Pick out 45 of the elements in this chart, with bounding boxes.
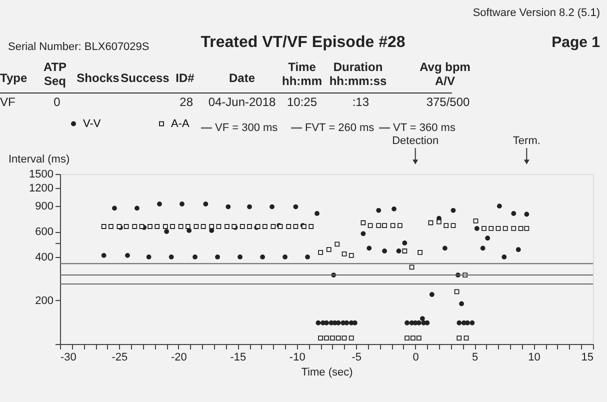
x-tick-label: -5 — [352, 352, 362, 364]
legend-label: FVT = 260 ms — [305, 122, 375, 134]
text: 0 — [54, 95, 61, 109]
legend-label: VT = 360 ms — [393, 122, 456, 134]
text: Type — [0, 71, 28, 85]
text: VF — [0, 95, 16, 109]
text: ID# — [176, 71, 195, 85]
chart-title: Treated VT/VF Episode #28 — [200, 34, 406, 51]
x-tick-label: -10 — [289, 352, 306, 364]
y-tick-label: 900 — [35, 200, 54, 213]
y-tick-label: 1500 — [29, 168, 54, 180]
x-axis-title: Time (sec) — [301, 366, 353, 378]
text: 28 — [180, 95, 194, 109]
legend-label: V-V — [83, 118, 102, 130]
ref-line-label: Detection — [392, 135, 439, 147]
text: ATP Seq — [43, 60, 67, 88]
text: Page 1 — [552, 34, 600, 51]
ref-line-label: Term. — [512, 135, 540, 147]
y-tick-label: 600 — [35, 226, 54, 238]
legend-label: A-A — [171, 118, 190, 130]
x-tick-label: 0 — [412, 352, 419, 364]
text: Avg bpm A/V — [420, 60, 470, 88]
text: Time hh:mm — [282, 60, 322, 88]
text: Success — [120, 71, 170, 85]
text: Shocks — [76, 71, 120, 85]
y-tick-label: 1200 — [29, 182, 54, 195]
x-tick-label: -20 — [170, 352, 187, 364]
x-tick-label: -25 — [112, 352, 128, 364]
text: Serial Number: BLX607029S — [8, 41, 150, 53]
y-tick-label: 200 — [35, 294, 54, 307]
x-tick-label: 15 — [581, 352, 594, 364]
x-tick-label: 5 — [472, 352, 478, 364]
text: 375/500 — [426, 95, 470, 109]
x-tick-label: -30 — [60, 352, 76, 364]
x-tick-label: -15 — [230, 352, 246, 364]
legend-label: VF = 300 ms — [215, 122, 278, 134]
y-axis-title: Interval (ms) — [8, 154, 70, 166]
text: 10:25 — [286, 95, 318, 109]
text: :13 — [352, 95, 370, 109]
text: 04-Jun-2018 — [208, 95, 276, 109]
x-tick-label: 10 — [528, 352, 540, 364]
text: Date — [228, 71, 256, 85]
text: Software Version 8.2 (5.1) — [472, 7, 600, 19]
text: Duration hh:mm:ss — [329, 60, 387, 88]
y-tick-label: 400 — [35, 251, 54, 264]
